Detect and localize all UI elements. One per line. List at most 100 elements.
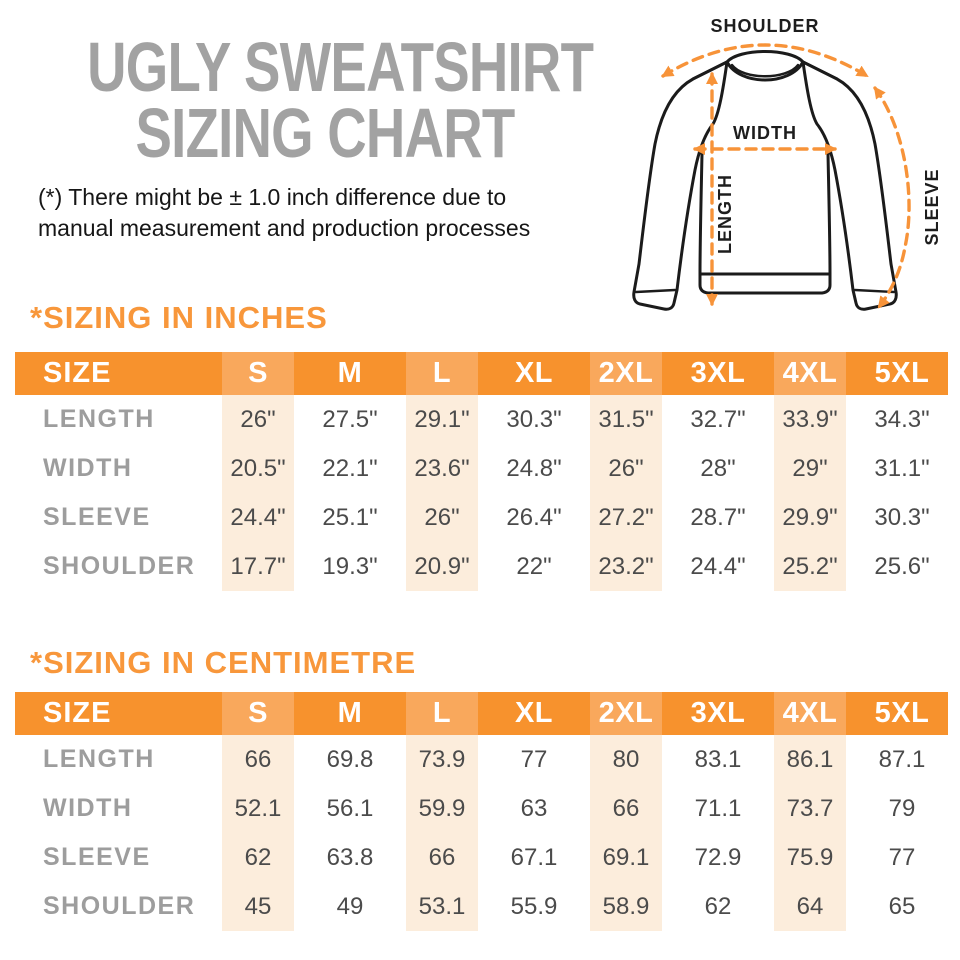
size-value: 31.1": [874, 454, 930, 482]
size-value: 55.9: [510, 892, 558, 920]
size-value: 83.1: [694, 745, 742, 773]
measurement-row-sleeve: SLEEVE 24.4" 25.1" 26" 26.4" 27.2" 28.7" 29.9" 3…: [15, 493, 948, 542]
column-header-2xl: 2XL: [580, 352, 672, 395]
table-header-row: SIZE S M L XL 2XL 3XL 4XL 5XL: [15, 352, 948, 395]
column-header-m: M: [304, 692, 396, 735]
column-header-l: L: [396, 352, 488, 395]
sweatshirt-measurement-diagram: SHOULDER WIDTH LENGTH SLEEVE: [613, 2, 960, 334]
size-value: 77: [888, 843, 916, 871]
measurement-row-width: WIDTH 20.5" 22.1" 23.6" 24.8" 26" 28" 29" 31.1": [15, 444, 948, 493]
size-value: 63.8: [326, 843, 374, 871]
size-value: 29.9": [764, 493, 856, 542]
sweatshirt-illustration: SHOULDER WIDTH LENGTH SLEEVE: [632, 16, 942, 311]
size-value: 25.1": [322, 503, 378, 531]
size-value: 33.9": [764, 395, 856, 444]
size-value: 45: [212, 882, 304, 931]
size-value: 24.4": [212, 493, 304, 542]
size-value: 25.2": [764, 542, 856, 591]
size-value: 64: [764, 882, 856, 931]
column-header-4xl: 4XL: [764, 692, 856, 735]
measurement-row-length: LENGTH 66 69.8 73.9 77 80 83.1 86.1 87.1: [15, 735, 948, 784]
size-value: 22": [516, 552, 552, 580]
size-value: 58.9: [580, 882, 672, 931]
column-header-5xl: 5XL: [856, 692, 948, 735]
column-header-l: L: [396, 692, 488, 735]
column-header-xl: XL: [488, 352, 580, 395]
size-value: 72.9: [694, 843, 742, 871]
column-header-size: SIZE: [15, 352, 212, 395]
size-value: 73.9: [396, 735, 488, 784]
size-value: 69.8: [326, 745, 374, 773]
size-value: 26": [396, 493, 488, 542]
size-value: 23.6": [396, 444, 488, 493]
size-value: 27.2": [580, 493, 672, 542]
column-header-5xl: 5XL: [856, 352, 948, 395]
measurement-row-shoulder: SHOULDER 17.7" 19.3" 20.9" 22" 23.2" 24.4" 25.2…: [15, 542, 948, 591]
size-value: 66: [212, 735, 304, 784]
size-value: 63: [520, 794, 548, 822]
size-value: 66: [580, 784, 672, 833]
size-value: 23.2": [580, 542, 672, 591]
column-header-size: SIZE: [15, 692, 212, 735]
centimetre-size-table: SIZE S M L XL 2XL 3XL 4XL 5XL LENGTH 66 69.8 73.9 77 8…: [15, 692, 948, 931]
row-label-length: LENGTH: [43, 405, 155, 433]
size-value: 59.9: [396, 784, 488, 833]
inches-heading: *SIZING IN INCHES: [30, 300, 328, 335]
disclaimer-line1: (*) There might be ± 1.0 inch difference…: [38, 184, 507, 210]
size-value: 29.1": [396, 395, 488, 444]
diagram-label-length: LENGTH: [715, 174, 735, 254]
size-value: 27.5": [322, 405, 378, 433]
column-header-4xl: 4XL: [764, 352, 856, 395]
size-value: 75.9: [764, 833, 856, 882]
diagram-label-width: WIDTH: [733, 123, 797, 143]
diagram-label-sleeve: SLEEVE: [922, 168, 942, 245]
size-value: 56.1: [326, 794, 374, 822]
size-value: 17.7": [212, 542, 304, 591]
size-value: 73.7: [764, 784, 856, 833]
size-value: 19.3": [322, 552, 378, 580]
size-value: 29": [764, 444, 856, 493]
row-label-width: WIDTH: [43, 454, 133, 482]
size-value: 24.4": [690, 552, 746, 580]
sleeve-arrow: [873, 86, 911, 309]
table-header-row: SIZE S M L XL 2XL 3XL 4XL 5XL: [15, 692, 948, 735]
page-title-line1: UGLY SWEATSHIRT: [87, 28, 594, 106]
row-label-sleeve: SLEEVE: [43, 503, 151, 531]
size-value: 20.5": [212, 444, 304, 493]
column-header-s: S: [212, 692, 304, 735]
column-header-2xl: 2XL: [580, 692, 672, 735]
size-value: 49: [336, 892, 364, 920]
column-header-3xl: 3XL: [672, 352, 764, 395]
size-value: 69.1: [580, 833, 672, 882]
size-value: 71.1: [694, 794, 742, 822]
size-value: 26.4": [506, 503, 562, 531]
column-header-s: S: [212, 352, 304, 395]
size-value: 28.7": [690, 503, 746, 531]
diagram-label-shoulder: SHOULDER: [710, 16, 819, 36]
sweatshirt-torso: [691, 51, 839, 295]
size-value: 30.3": [874, 503, 930, 531]
size-value: 67.1: [510, 843, 558, 871]
size-value: 53.1: [396, 882, 488, 931]
size-value: 77: [520, 745, 548, 773]
centimetre-heading: *SIZING IN CENTIMETRE: [30, 645, 417, 680]
row-label-sleeve: SLEEVE: [43, 843, 151, 871]
size-value: 66: [396, 833, 488, 882]
size-value: 62: [704, 892, 732, 920]
page-title-line2: SIZING CHART: [135, 94, 516, 172]
size-value: 86.1: [764, 735, 856, 784]
row-label-shoulder: SHOULDER: [43, 552, 196, 580]
inches-size-table: SIZE S M L XL 2XL 3XL 4XL 5XL LENGTH 26" 27.5" 29.1"…: [15, 352, 948, 591]
size-value: 22.1": [322, 454, 378, 482]
size-value: 31.5": [580, 395, 672, 444]
header-section: UGLY SWEATSHIRT SIZING CHART (*) There m…: [20, 28, 630, 244]
measurement-row-length: LENGTH 26" 27.5" 29.1" 30.3" 31.5" 32.7" 33.9" 3…: [15, 395, 948, 444]
measurement-row-sleeve: SLEEVE 62 63.8 66 67.1 69.1 72.9 75.9 77: [15, 833, 948, 882]
size-value: 34.3": [874, 405, 930, 433]
size-value: 26": [212, 395, 304, 444]
measurement-row-shoulder: SHOULDER 45 49 53.1 55.9 58.9 62 64 65: [15, 882, 948, 931]
size-value: 28": [700, 454, 736, 482]
row-label-length: LENGTH: [43, 745, 155, 773]
row-label-width: WIDTH: [43, 794, 133, 822]
